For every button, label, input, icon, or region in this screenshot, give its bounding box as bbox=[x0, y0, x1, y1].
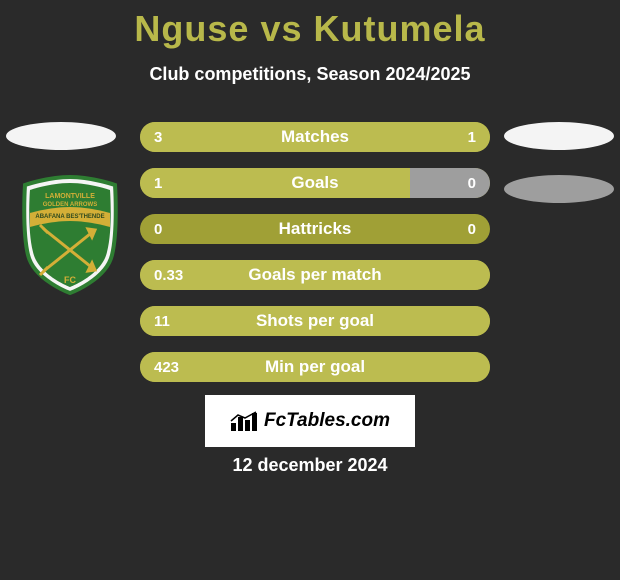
stat-bar-left-fill bbox=[140, 122, 410, 152]
vs-text: vs bbox=[260, 8, 302, 49]
stat-left-value: 1 bbox=[154, 168, 162, 198]
stat-left-value: 423 bbox=[154, 352, 179, 382]
svg-text:ABAFANA BES'THENDE: ABAFANA BES'THENDE bbox=[35, 214, 104, 220]
player1-photo-placeholder bbox=[6, 122, 116, 150]
subtitle: Club competitions, Season 2024/2025 bbox=[0, 64, 620, 85]
stat-bar-right-fill bbox=[410, 122, 490, 152]
branding-text: FcTables.com bbox=[264, 410, 390, 432]
stat-bar-left-fill bbox=[140, 352, 490, 382]
player2-name: Kutumela bbox=[314, 8, 486, 49]
stat-bar-left-fill bbox=[140, 168, 410, 198]
comparison-infographic: Nguse vs Kutumela Club competitions, Sea… bbox=[0, 0, 620, 580]
stat-bar-row: 11Shots per goal bbox=[140, 306, 490, 336]
stat-right-value: 1 bbox=[468, 122, 476, 152]
stat-left-value: 3 bbox=[154, 122, 162, 152]
page-title: Nguse vs Kutumela bbox=[0, 0, 620, 50]
svg-text:LAMONTVILLE: LAMONTVILLE bbox=[45, 193, 95, 200]
stat-bar-row: 0.33Goals per match bbox=[140, 260, 490, 290]
svg-text:FC: FC bbox=[64, 275, 76, 285]
date-text: 12 december 2024 bbox=[0, 455, 620, 476]
stat-bar-right-fill bbox=[410, 168, 490, 198]
stat-right-value: 0 bbox=[468, 168, 476, 198]
stat-right-value: 0 bbox=[468, 214, 476, 244]
stat-bar-left-fill bbox=[140, 260, 490, 290]
stat-label: Hattricks bbox=[140, 214, 490, 244]
player2-photo-placeholder-1 bbox=[504, 122, 614, 150]
stat-bars: 31Matches10Goals00Hattricks0.33Goals per… bbox=[140, 122, 490, 398]
club-crest: LAMONTVILLE GOLDEN ARROWS ABAFANA BES'TH… bbox=[20, 175, 120, 295]
chart-icon bbox=[230, 411, 258, 431]
branding-box: FcTables.com bbox=[205, 395, 415, 447]
stat-left-value: 0 bbox=[154, 214, 162, 244]
stat-bar-row: 10Goals bbox=[140, 168, 490, 198]
stat-bar-left-fill bbox=[140, 306, 490, 336]
player2-photo-placeholder-2 bbox=[504, 175, 614, 203]
player1-name: Nguse bbox=[134, 8, 249, 49]
stat-bar-row: 0 0Hattricks bbox=[140, 214, 490, 244]
stat-bar-row: 423Min per goal bbox=[140, 352, 490, 382]
stat-left-value: 0.33 bbox=[154, 260, 183, 290]
stat-left-value: 11 bbox=[154, 306, 170, 336]
svg-text:GOLDEN ARROWS: GOLDEN ARROWS bbox=[43, 202, 97, 208]
stat-bar-row: 31Matches bbox=[140, 122, 490, 152]
